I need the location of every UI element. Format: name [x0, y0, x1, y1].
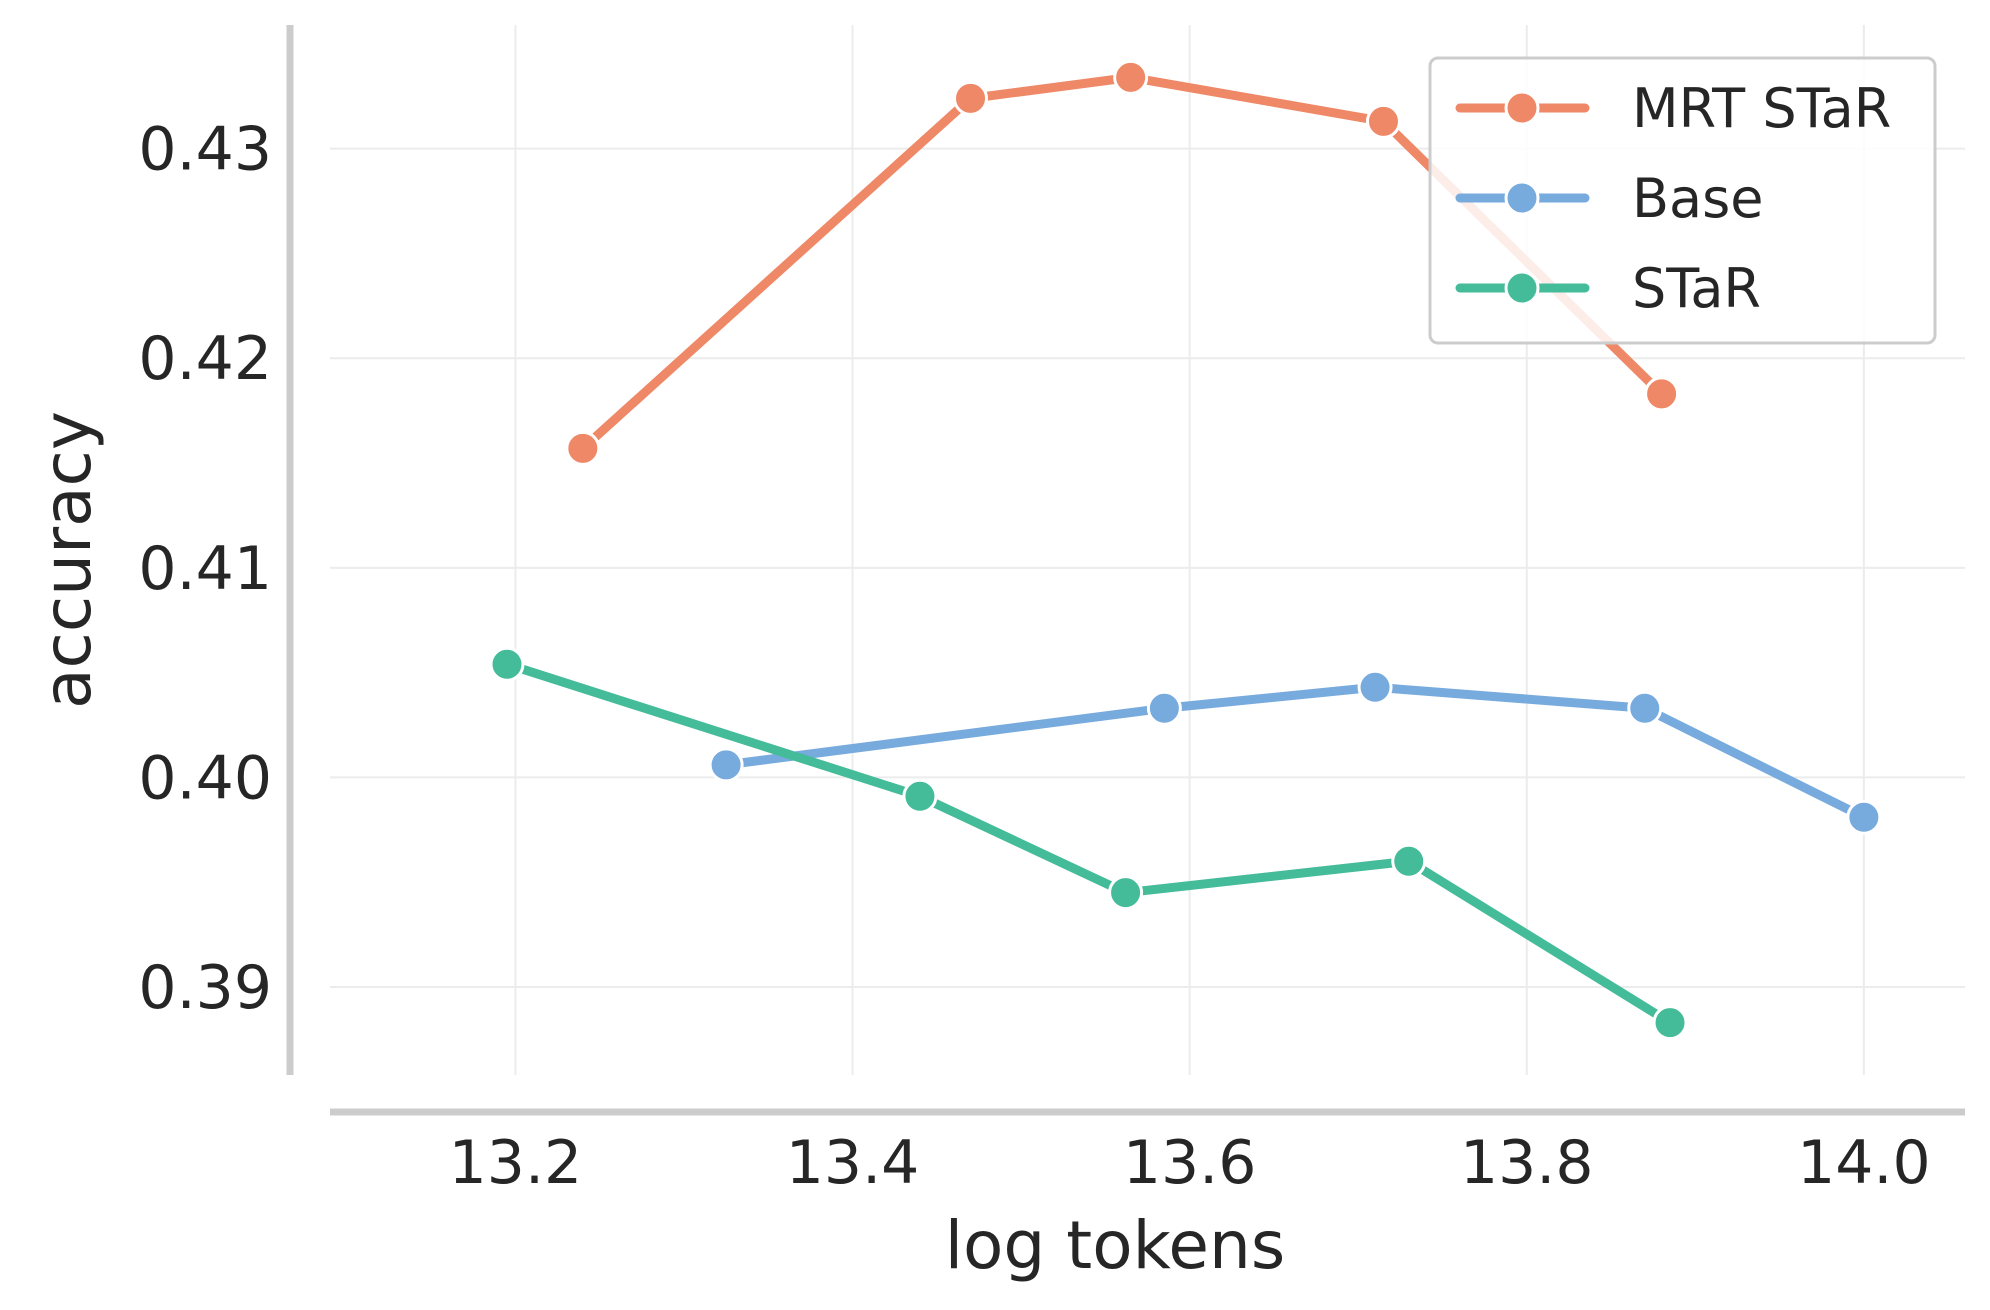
y-tick-label: 0.42: [138, 324, 272, 394]
x-tick-label: 14.0: [1797, 1128, 1931, 1198]
x-tick-label: 13.6: [1123, 1128, 1257, 1198]
y-tick-label: 0.39: [138, 953, 272, 1023]
data-point: [1357, 669, 1393, 705]
y-tick-label: 0.41: [138, 534, 272, 604]
tick-labels: 13.2 13.4 13.6 13.8 14.0 0.39 0.40 0.41 0.42 0.43: [138, 115, 1930, 1198]
legend-marker: [1504, 270, 1540, 306]
y-axis-title: accuracy: [29, 411, 106, 709]
data-point: [489, 646, 525, 682]
data-point: [1652, 1005, 1688, 1041]
data-point: [1365, 103, 1401, 139]
legend-entry: Base: [1455, 167, 1764, 230]
legend-label: STaR: [1632, 257, 1761, 320]
data-point: [953, 80, 989, 116]
legend-marker: [1504, 180, 1540, 216]
legend-box: [1428, 56, 1937, 345]
data-point: [708, 747, 744, 783]
x-axis-title: log tokens: [945, 1207, 1286, 1284]
x-tick-label: 13.4: [786, 1128, 920, 1198]
data-point: [1113, 59, 1149, 95]
legend-entry: STaR: [1455, 257, 1761, 320]
x-tick-label: 13.8: [1460, 1128, 1594, 1198]
x-tick-label: 13.2: [449, 1128, 583, 1198]
series-star: [489, 646, 1688, 1041]
legend-marker: [1504, 90, 1540, 126]
data-point: [1146, 690, 1182, 726]
y-tick-label: 0.43: [138, 115, 272, 185]
data-point: [1627, 690, 1663, 726]
legend-label: MRT STaR: [1632, 77, 1891, 140]
legend-label: Base: [1632, 167, 1764, 230]
data-point: [1108, 875, 1144, 911]
data-point: [1644, 376, 1680, 412]
series-base: [708, 669, 1882, 835]
legend-entry: MRT STaR: [1455, 77, 1891, 140]
data-point: [1846, 799, 1882, 835]
data-point: [1391, 843, 1427, 879]
data-point: [902, 778, 938, 814]
y-tick-label: 0.40: [138, 743, 272, 813]
legend: MRT STaR Base STaR: [1428, 56, 1937, 345]
data-point: [565, 430, 601, 466]
